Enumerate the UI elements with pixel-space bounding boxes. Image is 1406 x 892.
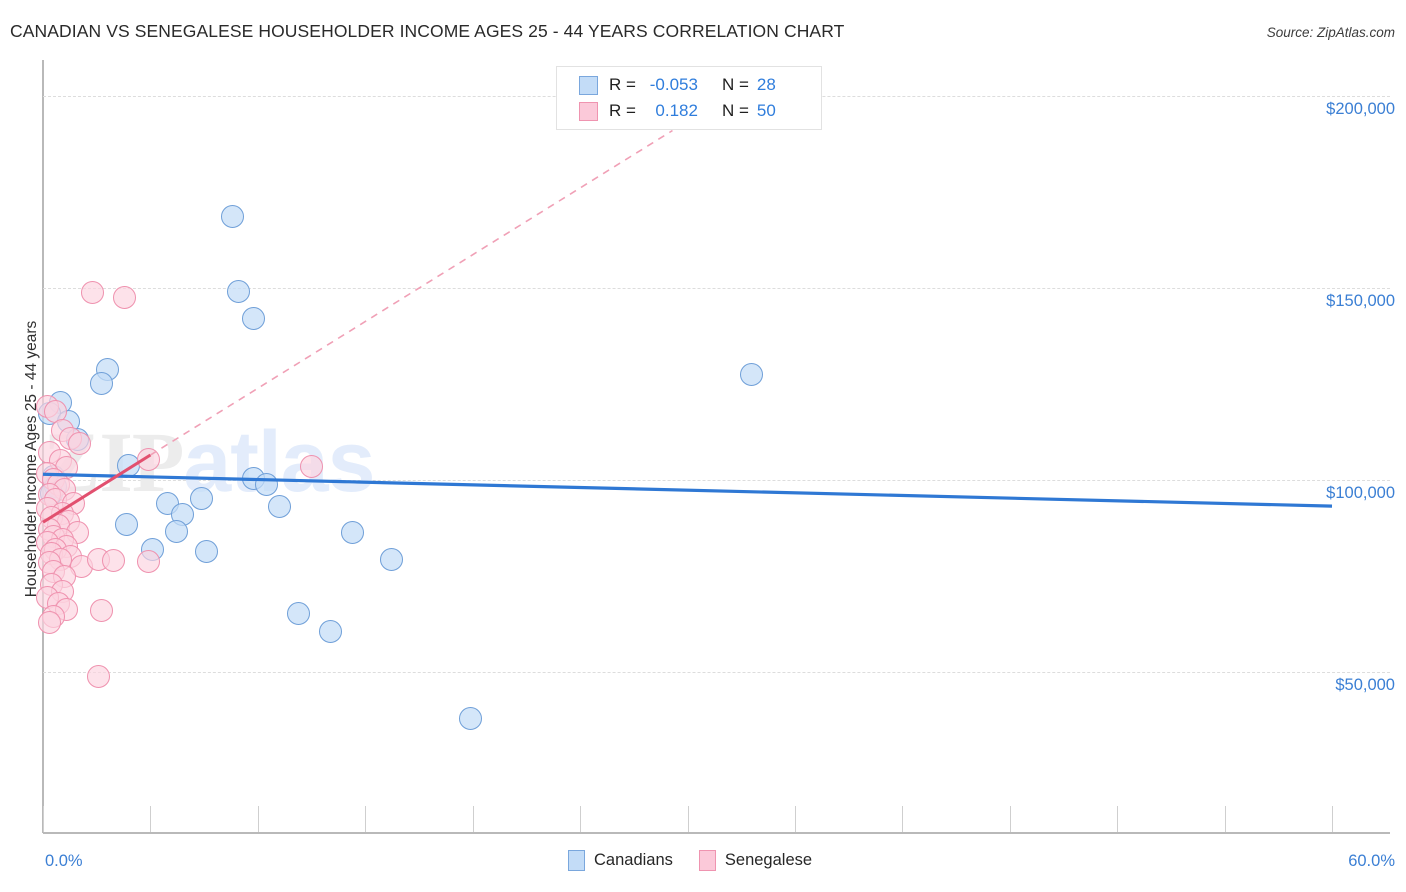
x-axis-tick — [365, 806, 367, 832]
data-point-blue[interactable] — [190, 487, 214, 511]
x-axis-tick — [794, 806, 796, 832]
data-point-blue[interactable] — [340, 521, 364, 545]
x-axis-line — [43, 832, 1390, 834]
data-point-blue[interactable] — [379, 547, 403, 571]
data-point-blue[interactable] — [287, 601, 311, 625]
x-axis-label-min: 0.0% — [45, 852, 83, 870]
data-point-blue[interactable] — [164, 519, 188, 543]
data-point-pink[interactable] — [68, 432, 92, 456]
legend-item-senegalese[interactable]: Senegalese — [698, 850, 813, 871]
data-point-blue[interactable] — [194, 540, 218, 564]
x-axis-tick — [902, 806, 904, 832]
y-axis-title: Householder Income Ages 25 - 44 years — [23, 320, 40, 598]
legend-item-canadians[interactable]: Canadians — [568, 850, 673, 871]
series-legend: Canadians Senegalese — [568, 850, 829, 871]
legend-label-senegalese: Senegalese — [724, 851, 813, 869]
x-axis-tick — [150, 806, 152, 832]
data-point-pink[interactable] — [136, 448, 160, 472]
stats-row-canadians: R = -0.053 N = 28 — [579, 72, 776, 98]
data-point-blue[interactable] — [267, 494, 291, 518]
n-value-pink: 50 — [756, 101, 776, 120]
x-axis-tick — [1009, 806, 1011, 832]
stats-row-senegalese: R = 0.182 N = 50 — [579, 98, 776, 124]
swatch-blue-icon — [579, 75, 598, 95]
x-axis-tick — [1117, 806, 1119, 832]
swatch-pink-icon — [579, 101, 598, 121]
data-point-pink[interactable] — [300, 455, 324, 479]
r-value-blue: -0.053 — [649, 75, 698, 94]
r-label-pink: R = — [609, 101, 636, 120]
x-axis-tick — [580, 806, 582, 832]
correlation-stats-box: R = -0.053 N = 28 R = 0.182 N = 50 — [556, 66, 822, 130]
chart-title: CANADIAN VS SENEGALESE HOUSEHOLDER INCOM… — [10, 21, 845, 41]
x-axis-tick — [1224, 806, 1226, 832]
r-label-blue: R = — [609, 75, 636, 94]
gridline — [43, 288, 1390, 289]
y-axis-tick-label: $100,000 — [1326, 484, 1395, 502]
data-point-pink[interactable] — [113, 286, 137, 310]
y-axis-tick-label: $150,000 — [1326, 292, 1395, 310]
x-axis-tick — [1332, 806, 1333, 832]
x-axis-tick — [472, 806, 474, 832]
data-point-blue[interactable] — [254, 472, 278, 496]
y-axis-tick-label: $50,000 — [1335, 676, 1395, 694]
data-point-pink[interactable] — [136, 549, 160, 573]
n-label-pink: N = — [721, 101, 749, 120]
data-point-blue[interactable] — [115, 512, 139, 536]
x-axis-tick — [687, 806, 689, 832]
x-axis-label-max: 60.0% — [1348, 852, 1395, 870]
data-point-pink[interactable] — [89, 598, 113, 622]
gridline — [43, 672, 1390, 673]
data-point-pink[interactable] — [102, 549, 126, 573]
data-point-blue[interactable] — [459, 706, 483, 730]
r-value-pink: 0.182 — [655, 101, 698, 120]
plot-area: ZIPatlas — [35, 60, 1390, 832]
source-attribution: Source: ZipAtlas.com — [1266, 25, 1395, 40]
legend-label-canadians: Canadians — [594, 851, 673, 869]
data-point-pink[interactable] — [37, 610, 61, 634]
legend-swatch-canadians-icon — [568, 850, 585, 871]
legend-swatch-senegalese-icon — [698, 850, 716, 871]
data-point-blue[interactable] — [220, 205, 244, 229]
data-point-blue[interactable] — [242, 306, 266, 330]
data-point-blue[interactable] — [319, 619, 343, 643]
x-axis-tick — [257, 806, 259, 832]
n-value-blue: 28 — [756, 75, 776, 94]
data-point-blue[interactable] — [226, 279, 250, 303]
data-point-pink[interactable] — [80, 281, 104, 305]
data-point-blue[interactable] — [740, 362, 764, 386]
data-point-blue[interactable] — [89, 371, 113, 395]
y-axis-tick-label: $200,000 — [1326, 100, 1395, 118]
data-point-pink[interactable] — [87, 665, 111, 689]
x-axis-tick — [43, 806, 44, 832]
n-label-blue: N = — [721, 75, 749, 94]
